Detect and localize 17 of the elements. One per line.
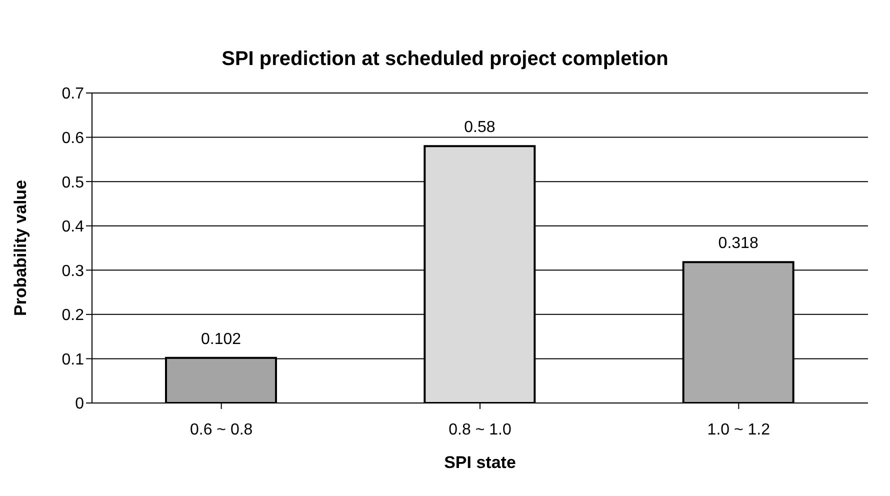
y-tick-label: 0.5 [62, 174, 84, 192]
x-tick-label: 0.6 ~ 0.8 [190, 421, 253, 438]
x-tick-label: 1.0 ~ 1.2 [707, 421, 770, 438]
y-tick-label: 0.6 [62, 130, 84, 147]
y-tick-label: 0.1 [62, 351, 84, 368]
y-tick-label: 0.2 [62, 307, 84, 324]
data-label: 0.102 [200, 330, 242, 348]
x-axis-title: SPI state [444, 453, 516, 472]
data-label: 0.318 [718, 235, 758, 252]
data-label: 0.58 [464, 119, 496, 136]
y-axis-title: Probability value [11, 180, 30, 316]
x-tick-label: 0.8 ~ 1.0 [448, 421, 512, 438]
y-tick-label: 0 [75, 396, 84, 413]
y-tick-label: 0.7 [62, 86, 84, 103]
chart-title: SPI prediction at scheduled project completion [220, 48, 670, 71]
y-tick-label: 0.3 [62, 262, 84, 280]
y-tick-label: 0.4 [62, 218, 84, 236]
